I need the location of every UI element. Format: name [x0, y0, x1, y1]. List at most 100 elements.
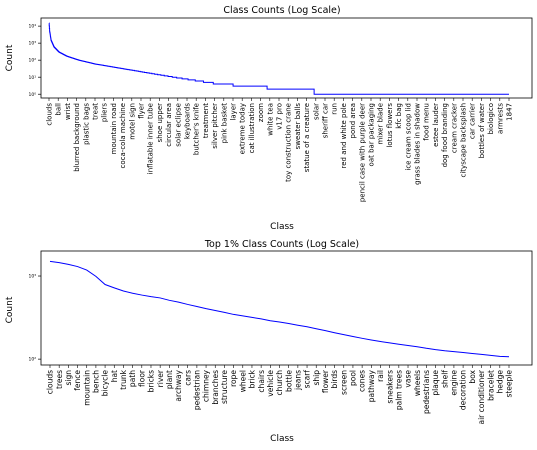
x-tick-label: food menu [423, 103, 431, 141]
x-tick-label: palm trees [394, 370, 403, 410]
x-tick-label: bottles of water [478, 103, 486, 158]
x-tick-label: treatment [202, 103, 210, 138]
x-tick-label: cat illustration [248, 103, 256, 153]
x-tick-label: bottle [284, 370, 293, 392]
x-tick-label: mountain road [110, 103, 118, 154]
x-tick-label: bricks [147, 370, 156, 392]
x-tick-label: rope [229, 370, 238, 387]
x-tick-label: bench [92, 370, 101, 393]
x-tick-label: extreme today [239, 103, 247, 154]
x-tick-label: layer [229, 103, 237, 121]
x-tick-label: wrist [64, 103, 72, 120]
x-tick-label: river [156, 369, 165, 387]
x-tick-label: brick [248, 369, 257, 388]
x-tick-label: statue of a creature [303, 103, 311, 172]
y-tick-label: 10¹ [28, 75, 36, 81]
x-tick-label: pencil case with purple deer [358, 103, 366, 202]
x-tick-label: red and white pole [340, 103, 348, 168]
x-tick-label: white tea [266, 103, 274, 136]
x-tick-label: clouds [46, 370, 55, 394]
x-tick-label: cars [183, 370, 192, 386]
x-tick-label: wheels [413, 370, 422, 396]
x-tick-label: flower [321, 369, 330, 393]
x-tick-label: shelf [440, 370, 449, 388]
x-tick-label: air conditioner [477, 369, 486, 424]
y-tick-label: 10³ [28, 274, 36, 280]
x-tick-label: cones [358, 370, 367, 392]
x-axis-label: Class [270, 434, 294, 444]
x-tick-label: motel sign [128, 103, 136, 140]
x-tick-label: v17 pro [275, 103, 283, 130]
x-tick-label: inflatable inner tube [147, 103, 155, 174]
x-tick-label: 1847 [505, 103, 513, 121]
x-tick-label: treat [91, 103, 99, 120]
x-tick-label: toy construction crane [285, 103, 293, 182]
x-tick-label: keyboards [183, 103, 191, 139]
x-tick-label: circular area [165, 103, 173, 147]
x-tick-label: mixer blade [377, 103, 385, 145]
x-tick-label: pond area [349, 103, 357, 138]
x-tick-label: grass blades in shadow [413, 103, 421, 185]
x-tick-label: oat bar packaging [367, 103, 375, 166]
y-tick-label: 10⁴ [28, 24, 36, 30]
x-tick-label: path [128, 370, 137, 387]
x-tick-label: scarf [303, 370, 312, 389]
x-tick-label: dog food branding [441, 103, 449, 167]
chart-title: Class Counts (Log Scale) [223, 5, 340, 16]
x-tick-label: biologico [487, 103, 495, 134]
x-tick-label: vase [404, 370, 413, 388]
x-tick-label: bracelet [486, 370, 495, 401]
x-tick-label: floor [137, 369, 146, 387]
x-tick-label: fence [73, 370, 82, 391]
x-tick-label: wheel [238, 370, 247, 392]
x-tick-label: vehicle [266, 370, 275, 397]
x-tick-label: solar [312, 103, 320, 120]
x-tick-label: flyer [137, 103, 145, 119]
y-tick-label: 10² [28, 58, 36, 64]
x-tick-label: screen [339, 370, 348, 395]
x-tick-label: hat [110, 370, 119, 382]
chart-class-counts: Class Counts (Log Scale) 10⁰ 10¹ 10² 10³ 10⁴… [5, 5, 533, 232]
x-tick-label: plaque [431, 370, 440, 396]
x-tick-label: pink basket [220, 103, 228, 144]
x-tick-label: lotus flowers [386, 103, 394, 148]
x-tick-label: ball [55, 103, 63, 116]
chart-top1pct-class-counts: Top 1% Class Counts (Log Scale) 10² 10³ c… [5, 239, 533, 444]
x-tick-label: trunk [119, 369, 128, 390]
x-tick-label: plastic bags [82, 103, 90, 145]
x-tick-label: mountain [82, 370, 91, 406]
plot-frame [40, 250, 533, 366]
x-tick-label: ice cream scoop lid [404, 103, 412, 171]
x-tick-label: chairs [257, 370, 266, 393]
x-tick-label: pedestrian [193, 370, 202, 410]
x-tick-label: pathway [367, 369, 376, 402]
chart-title: Top 1% Class Counts (Log Scale) [204, 239, 359, 250]
x-tick-label: shoe upper [156, 103, 164, 143]
x-tick-label: trees [55, 370, 64, 389]
x-tick-label: pliers [101, 103, 109, 123]
x-tick-label: plant [165, 370, 174, 389]
x-tick-label: pedestrians [422, 370, 431, 414]
y-tick-label: 10³ [28, 41, 36, 47]
x-tick-label: butcher's knife [193, 103, 201, 155]
x-tick-label: archway [174, 369, 183, 401]
series-line [48, 22, 509, 95]
x-tick-label: ship [312, 370, 321, 386]
x-tick-label: branches [211, 370, 220, 405]
x-tick-label: sign [64, 370, 73, 386]
x-tick-label: clouds [45, 103, 53, 126]
y-axis-label: Count [5, 296, 15, 323]
x-axis-label: Class [270, 222, 294, 232]
x-tick-label: structure [220, 370, 229, 404]
y-axis-label: Count [5, 44, 15, 71]
y-tick-label: 10² [28, 357, 36, 363]
x-tick-label: pool [349, 370, 358, 386]
x-tick-label: sneakers [385, 370, 394, 404]
x-tick-label: rail [376, 370, 385, 382]
x-tick-label: sheriff car [321, 103, 329, 138]
x-tick-label: hedge [495, 370, 504, 394]
y-tick-label: 10⁰ [28, 92, 36, 98]
x-tick-label: armrests [496, 103, 504, 134]
x-tick-label: church [275, 370, 284, 396]
x-tick-label: jeans [293, 370, 302, 391]
